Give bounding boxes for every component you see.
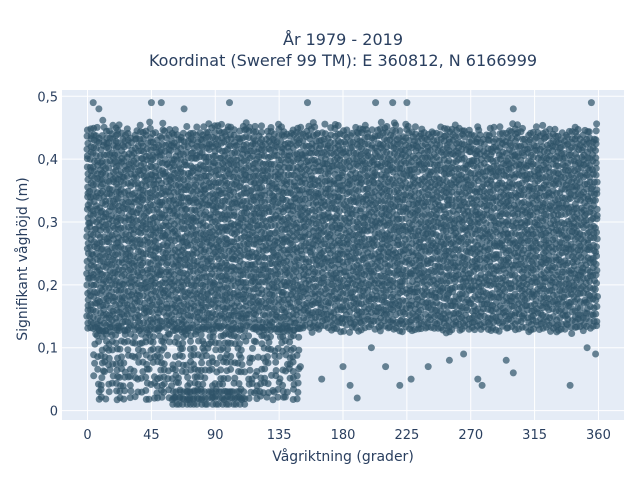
data-point (519, 124, 526, 132)
data-point (474, 123, 482, 131)
data-point (411, 123, 419, 131)
data-point (551, 125, 559, 133)
data-point (311, 123, 319, 131)
data-point (146, 125, 154, 132)
data-point (383, 123, 391, 130)
data-point (183, 123, 191, 130)
data-point (267, 124, 275, 131)
data-point (258, 122, 265, 130)
data-point (146, 118, 154, 126)
data-point (173, 230, 181, 238)
data-point (93, 123, 101, 131)
data-point (496, 123, 504, 131)
data-point (218, 120, 225, 128)
data-point (159, 119, 167, 127)
data-point (258, 128, 266, 136)
data-point (115, 121, 123, 129)
data-point (123, 125, 131, 133)
data-point (392, 121, 400, 129)
data-point (396, 127, 404, 135)
data-point (334, 122, 342, 129)
data-point (321, 120, 329, 128)
data-point (361, 121, 369, 129)
data-point (532, 123, 540, 131)
data-point (297, 123, 305, 131)
data-points (83, 99, 601, 408)
data-point (105, 164, 113, 172)
data-point (539, 121, 547, 129)
data-point (117, 304, 125, 312)
data-point (136, 121, 144, 129)
data-point (340, 327, 348, 335)
data-point (99, 116, 107, 124)
data-point (251, 122, 259, 130)
